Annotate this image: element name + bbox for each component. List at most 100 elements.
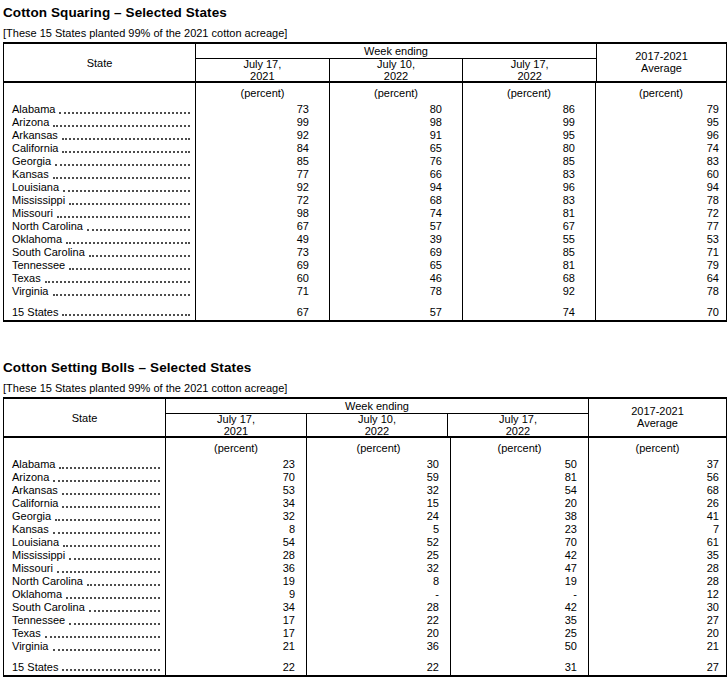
value-cell: 74	[330, 207, 463, 220]
value-cell: 8	[307, 575, 451, 588]
value-cell: 39	[330, 233, 463, 246]
state-cell: Louisiana	[4, 181, 196, 194]
value-cell: 72	[596, 207, 726, 220]
value-cell: 70	[451, 536, 589, 549]
value-cell: 71	[596, 246, 726, 259]
state-cell: Arkansas	[4, 129, 196, 142]
value-cell: 23	[166, 458, 307, 471]
col-header-state: State	[4, 399, 166, 436]
state-cell: Georgia	[4, 155, 196, 168]
value-cell: 78	[596, 285, 726, 298]
value-cell: 68	[463, 272, 596, 285]
state-label: Texas	[12, 272, 41, 285]
col-header-date-2: July 10, 2022	[306, 414, 447, 437]
state-cell: Oklahoma	[4, 233, 196, 246]
value-cell: 32	[307, 484, 451, 497]
total-row: 15 States67577470	[4, 305, 726, 320]
state-label: Texas	[12, 627, 41, 640]
state-cell: Georgia	[4, 510, 166, 523]
section-cotton-squaring: Cotton Squaring – Selected States [These…	[2, 5, 726, 322]
table-row: California84658074	[4, 142, 726, 155]
table-row: Virginia71789278	[4, 285, 726, 298]
value-cell: 55	[463, 233, 596, 246]
value-cell: 54	[166, 536, 307, 549]
value-cell: 85	[196, 155, 330, 168]
table-row: Mississippi72688378	[4, 194, 726, 207]
value-cell: 69	[196, 259, 330, 272]
value-cell: 68	[330, 194, 463, 207]
table-row: Alabama73808679	[4, 103, 726, 116]
value-cell: 12	[589, 588, 726, 601]
value-cell: 23	[451, 523, 589, 536]
cotton-setting-bolls-table: State Week ending July 17, 2021 July 10,…	[3, 397, 727, 677]
value-cell: 69	[330, 246, 463, 259]
unit-cell: (percent)	[330, 83, 463, 103]
value-cell: 52	[307, 536, 451, 549]
state-label: Arizona	[12, 116, 49, 129]
table-row: California34152026	[4, 497, 726, 510]
state-cell: California	[4, 142, 196, 155]
value-cell: 73	[196, 103, 330, 116]
state-label: Missouri	[12, 562, 53, 575]
state-label: Mississippi	[12, 194, 65, 207]
value-cell: 49	[196, 233, 330, 246]
value-cell: 15	[307, 497, 451, 510]
value-cell	[166, 653, 307, 660]
value-cell: 98	[196, 207, 330, 220]
value-cell: 25	[451, 627, 589, 640]
value-cell: 8	[166, 523, 307, 536]
value-cell: 83	[463, 168, 596, 181]
table-row: Alabama23305037	[4, 458, 726, 471]
table-row: Georgia32243841	[4, 510, 726, 523]
state-label: Arkansas	[12, 484, 58, 497]
value-cell: 94	[330, 181, 463, 194]
value-cell: 21	[166, 640, 307, 653]
col-header-average: 2017-2021 Average	[588, 399, 726, 436]
value-cell: -	[451, 588, 589, 601]
table-body: Alabama73808679Arizona99989995Arkansas92…	[4, 103, 726, 320]
value-cell: 24	[307, 510, 451, 523]
state-cell	[4, 298, 196, 305]
state-cell: Kansas	[4, 168, 196, 181]
value-cell: 67	[463, 220, 596, 233]
value-cell: -	[307, 588, 451, 601]
state-cell: South Carolina	[4, 601, 166, 614]
unit-cell: (percent)	[166, 438, 307, 458]
value-cell: 71	[196, 285, 330, 298]
table-row: Missouri98748172	[4, 207, 726, 220]
value-cell: 37	[589, 458, 726, 471]
spacer-row	[4, 298, 726, 305]
state-label: California	[12, 142, 58, 155]
value-cell: 19	[451, 575, 589, 588]
value-cell: 76	[330, 155, 463, 168]
value-cell: 81	[463, 207, 596, 220]
unit-cell: (percent)	[196, 83, 330, 103]
value-cell: 26	[589, 497, 726, 510]
unit-cell: (percent)	[589, 438, 726, 458]
dotted-leader	[69, 614, 160, 625]
col-header-date-1: July 17, 2021	[196, 59, 329, 82]
state-label: Virginia	[12, 640, 49, 653]
value-cell: 78	[596, 194, 726, 207]
value-cell: 32	[166, 510, 307, 523]
value-cell: 99	[463, 116, 596, 129]
value-cell: 38	[451, 510, 589, 523]
value-cell: 28	[307, 601, 451, 614]
dotted-leader	[53, 168, 190, 179]
value-cell: 96	[596, 129, 726, 142]
section-note: [These 15 States planted 99% of the 2021…	[3, 382, 726, 394]
value-cell: 47	[451, 562, 589, 575]
value-cell	[589, 653, 726, 660]
value-cell: 53	[596, 233, 726, 246]
state-label: Arizona	[12, 471, 49, 484]
table-row: Arkansas53325468	[4, 484, 726, 497]
unit-cell: (percent)	[596, 83, 726, 103]
value-cell: 60	[596, 168, 726, 181]
table-row: Tennessee69658179	[4, 259, 726, 272]
table-row: Tennessee17223527	[4, 614, 726, 627]
unit-row: (percent) (percent) (percent) (percent)	[4, 438, 726, 458]
report-page: Cotton Squaring – Selected States [These…	[0, 0, 728, 681]
col-header-average: 2017-2021 Average	[596, 44, 726, 81]
value-cell: 50	[451, 458, 589, 471]
unit-row: (percent) (percent) (percent) (percent)	[4, 83, 726, 103]
